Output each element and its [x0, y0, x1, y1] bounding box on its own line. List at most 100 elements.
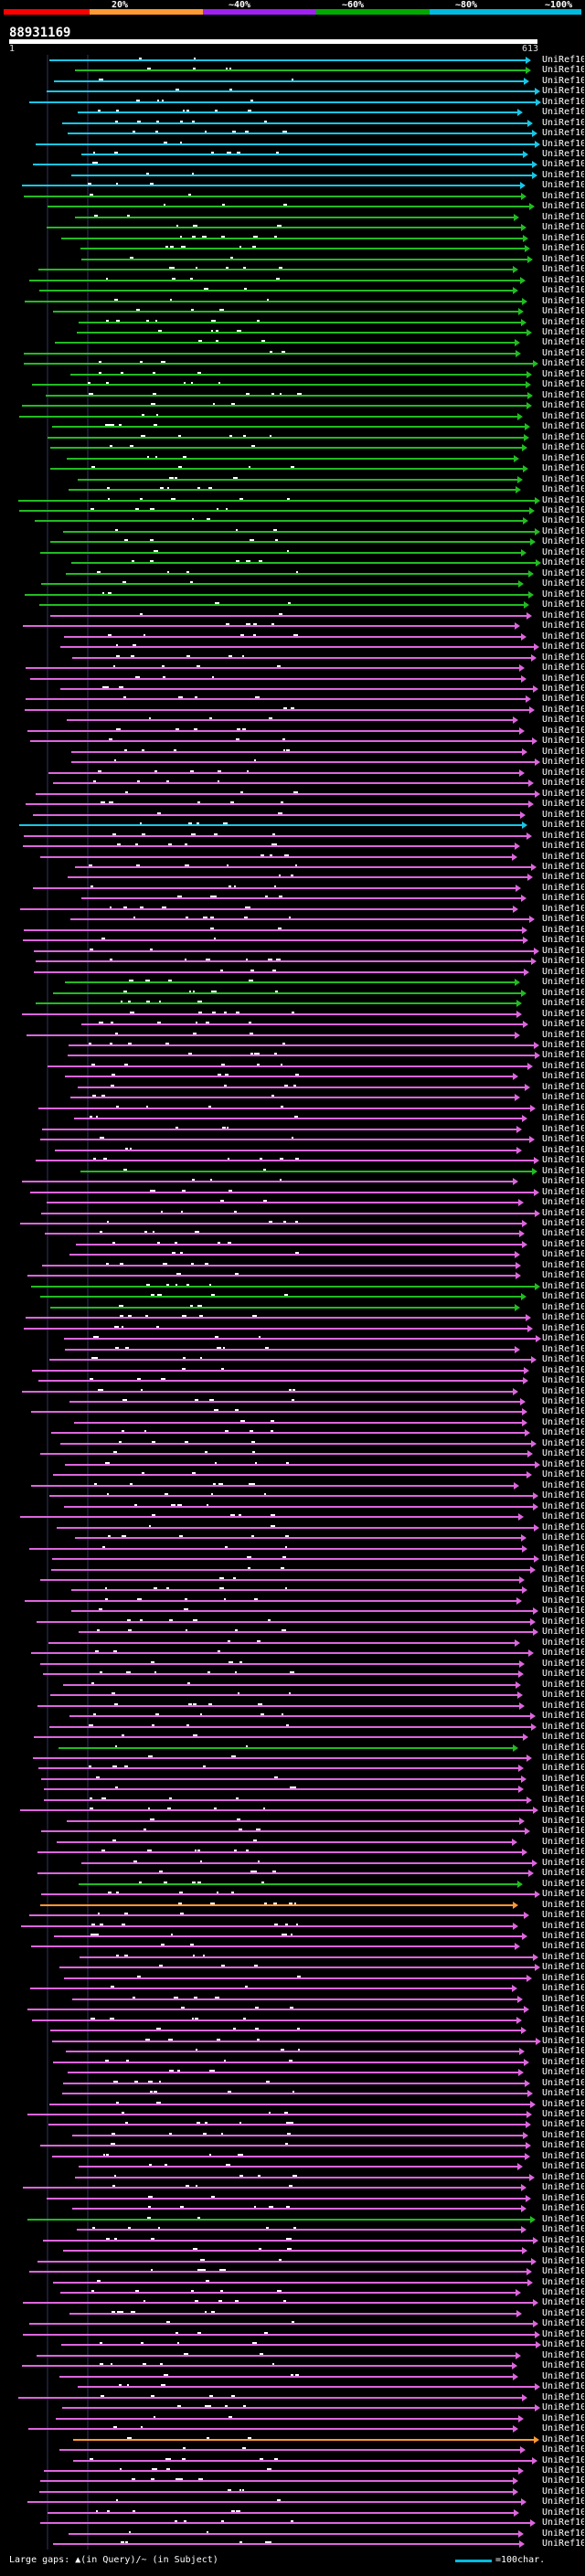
- hit-row[interactable]: [78, 2383, 540, 2390]
- hit-label[interactable]: UniRef100_Q39899: [542, 589, 584, 599]
- hit-label[interactable]: UniRef100_Q38913: [542, 641, 584, 652]
- hit-row[interactable]: [38, 1765, 524, 1772]
- hit-row[interactable]: [24, 193, 526, 200]
- hit-row[interactable]: [36, 958, 537, 965]
- hit-label[interactable]: UniRef100_Q9FL07: [542, 1501, 584, 1511]
- hit-row[interactable]: [52, 1555, 539, 1563]
- hit-row[interactable]: [33, 161, 537, 168]
- hit-row[interactable]: [37, 2352, 521, 2359]
- hit-row[interactable]: [27, 2498, 526, 2506]
- hit-row[interactable]: [62, 120, 533, 127]
- hit-row[interactable]: [53, 2540, 525, 2548]
- hit-row[interactable]: [63, 2247, 527, 2254]
- hit-row[interactable]: [24, 360, 538, 367]
- hit-row[interactable]: [25, 298, 527, 305]
- hit-label[interactable]: UniRef100_Q9STM6: [542, 515, 584, 525]
- hit-row[interactable]: [53, 2059, 529, 2066]
- hit-row[interactable]: [36, 141, 540, 148]
- hit-label[interactable]: UniRef100_Q1EP18: [542, 2277, 584, 2287]
- hit-row[interactable]: [45, 1230, 525, 1237]
- hit-row[interactable]: [38, 1105, 536, 1112]
- hit-label[interactable]: UniRef100_A2W26: [542, 1134, 584, 1144]
- hit-row[interactable]: [68, 874, 533, 881]
- hit-label[interactable]: UniRef100_Q2RQ63: [542, 2392, 584, 2402]
- hit-label[interactable]: UniRef100_Q7PAE4: [542, 2140, 584, 2150]
- hit-label[interactable]: UniRef100_A2Y786: [542, 988, 584, 998]
- hit-label[interactable]: UniRef100_Q7OKI5: [542, 736, 584, 746]
- hit-label[interactable]: UniRef100_B0TUJ1: [542, 1648, 584, 1658]
- hit-row[interactable]: [25, 706, 535, 714]
- hit-label[interactable]: UniRef100_Q3S6P8: [542, 306, 584, 316]
- hit-label[interactable]: UniRef100_B7QPK2: [542, 1595, 584, 1606]
- hit-row[interactable]: [38, 266, 518, 273]
- hit-label[interactable]: UniRef100_Q9STM7: [542, 568, 584, 578]
- hit-label[interactable]: UniRef100_Q4A2U1: [542, 1375, 584, 1385]
- hit-label[interactable]: UniRef100_Q3T1C7: [542, 1040, 584, 1050]
- hit-row[interactable]: [71, 1586, 527, 1594]
- hit-label[interactable]: UniRef100_C5YFE4: [542, 1249, 584, 1259]
- hit-row[interactable]: [72, 654, 537, 662]
- hit-label[interactable]: UniRef100_Q41895: [542, 841, 584, 851]
- hit-row[interactable]: [27, 2111, 532, 2118]
- hit-row[interactable]: [52, 2038, 541, 2045]
- hit-label[interactable]: UniRef100_A2YX12: [542, 1511, 584, 1521]
- hit-row[interactable]: [44, 1797, 532, 1804]
- hit-row[interactable]: [21, 1923, 518, 1930]
- hit-row[interactable]: [50, 1304, 520, 1311]
- hit-row[interactable]: [27, 1032, 520, 1039]
- hit-row[interactable]: [79, 2163, 523, 2170]
- hit-row[interactable]: [26, 1314, 531, 1321]
- hit-label[interactable]: UniRef100_B9RPC0: [542, 694, 584, 704]
- hit-label[interactable]: UniRef100_Q4O4Q2: [542, 914, 584, 924]
- hit-row[interactable]: [48, 2509, 519, 2517]
- hit-label[interactable]: UniRef100_Q3EGC3: [542, 673, 584, 684]
- hit-label[interactable]: UniRef100_Q0Q4R1: [542, 1921, 584, 1931]
- hit-row[interactable]: [67, 1818, 525, 1825]
- hit-row[interactable]: [22, 402, 532, 409]
- hit-row[interactable]: [27, 2006, 529, 2013]
- hit-row[interactable]: [40, 1450, 533, 1458]
- hit-row[interactable]: [47, 1199, 524, 1206]
- hit-row[interactable]: [36, 790, 540, 798]
- hit-label[interactable]: UniRef100_A2Z519: [542, 2423, 584, 2433]
- hit-row[interactable]: [48, 434, 529, 441]
- hit-label[interactable]: UniRef100_B9RL73: [542, 1669, 584, 1679]
- hit-label[interactable]: UniRef100_Q9U6Y7: [542, 1962, 584, 1972]
- hit-label[interactable]: UniRef100_Q5U7V3: [542, 2496, 584, 2507]
- hit-row[interactable]: [33, 811, 526, 819]
- hit-row[interactable]: [20, 1513, 524, 1521]
- hit-row[interactable]: [35, 517, 528, 525]
- hit-label[interactable]: UniRef100_A4Q5V5: [542, 1228, 584, 1238]
- hit-label[interactable]: UniRef100_UP1000...: [542, 1396, 584, 1406]
- hit-row[interactable]: [61, 235, 528, 242]
- hit-label[interactable]: UniRef100_UP1000...: [542, 1145, 584, 1155]
- hit-row[interactable]: [38, 1377, 528, 1384]
- hit-row[interactable]: [29, 2268, 532, 2275]
- hit-label[interactable]: UniRef100_Q9H8K9: [542, 421, 584, 431]
- hit-row[interactable]: [69, 486, 521, 493]
- hit-label[interactable]: UniRef100_Q39836: [542, 254, 584, 264]
- hit-row[interactable]: [40, 2142, 531, 2149]
- hit-label[interactable]: UniRef100_B9I6D8: [542, 65, 584, 75]
- hit-label[interactable]: UniRef100_Q09084: [542, 967, 584, 977]
- hit-label[interactable]: UniRef100_Q41944: [542, 820, 584, 830]
- hit-row[interactable]: [25, 591, 534, 599]
- hit-label[interactable]: UniRef100_B9RE74: [542, 2057, 584, 2067]
- hit-row[interactable]: [72, 1996, 523, 2003]
- hit-label[interactable]: UniRef100_Q4O5V3: [542, 768, 584, 778]
- hit-row[interactable]: [23, 2331, 540, 2338]
- hit-row[interactable]: [71, 1607, 538, 1615]
- hit-row[interactable]: [20, 1220, 527, 1227]
- hit-row[interactable]: [40, 549, 526, 557]
- hit-label[interactable]: UniRef100_Q4E1B8: [542, 1574, 584, 1585]
- hit-row[interactable]: [47, 224, 526, 231]
- hit-label[interactable]: UniRef100_Q7XB89: [542, 159, 584, 169]
- hit-row[interactable]: [37, 1618, 536, 1626]
- hit-label[interactable]: UniRef100_Q9SAP6: [542, 1187, 584, 1197]
- hit-label[interactable]: UniRef100_Q07P87: [542, 1690, 584, 1700]
- hit-label[interactable]: UniRef100_C0NBD5: [542, 2329, 584, 2339]
- hit-label[interactable]: UniRef100_Q6GSE8: [542, 1784, 584, 1794]
- hit-label[interactable]: UniRef100_UP1000...: [542, 390, 584, 400]
- hit-row[interactable]: [33, 885, 521, 892]
- hit-row[interactable]: [22, 2362, 517, 2369]
